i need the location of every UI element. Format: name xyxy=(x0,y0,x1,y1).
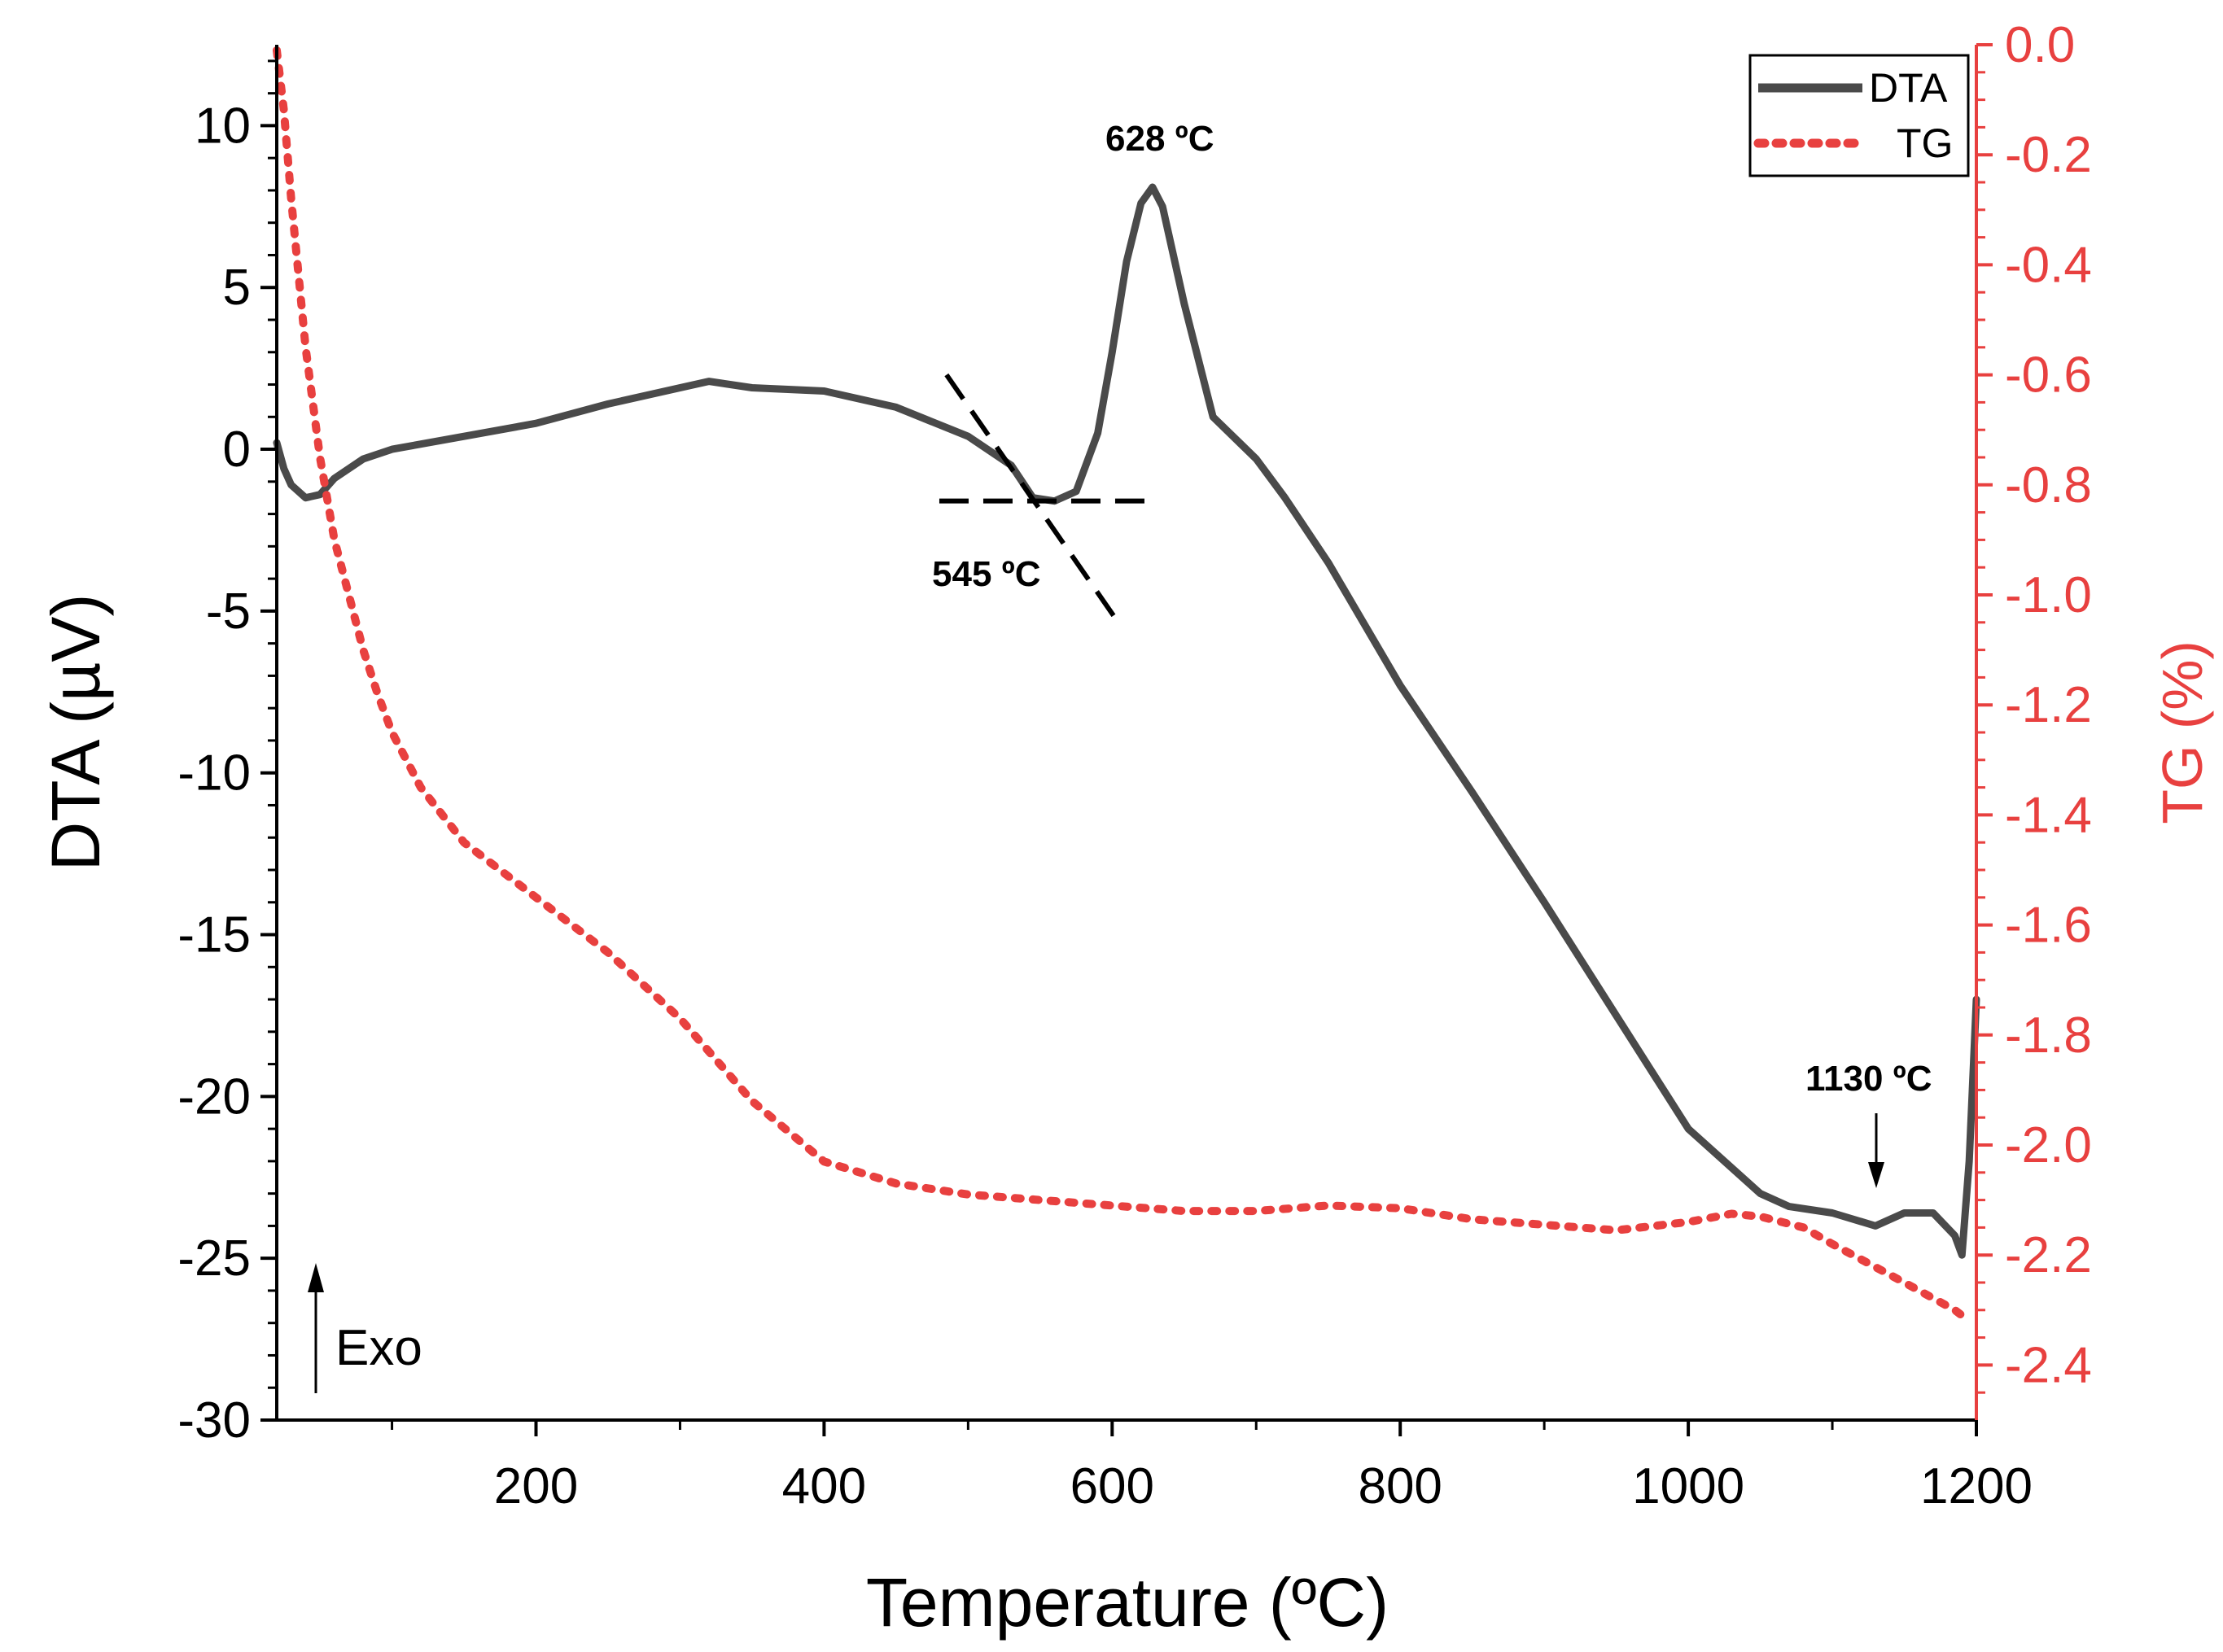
onset-tangent-lines xyxy=(939,373,1156,626)
left-tick-label: -5 xyxy=(206,583,251,640)
left-tick-label: -15 xyxy=(177,907,251,964)
left-tick-label: 10 xyxy=(195,98,251,154)
onset-annotation-label: 545 ºC xyxy=(932,554,1040,594)
x-tick-label: 600 xyxy=(1070,1458,1154,1514)
right-tick-label: 0.0 xyxy=(2005,17,2075,73)
legend-tg-label: TG xyxy=(1897,120,1953,166)
x-axis-ticks: 200 400 600 800 1000 1200 xyxy=(391,1420,2033,1514)
left-tick-label: -30 xyxy=(177,1392,251,1449)
x-axis-title: Temperature (ºC) xyxy=(866,1564,1389,1641)
tg-line xyxy=(273,46,1974,1326)
right-tick-label: -0.4 xyxy=(2005,237,2092,293)
left-axis-title: DTA (µV) xyxy=(37,594,114,872)
right-tick-label: -2.0 xyxy=(2005,1117,2092,1173)
x-tick-label: 1000 xyxy=(1632,1458,1744,1514)
right-tick-label: -2.4 xyxy=(2005,1337,2092,1393)
exo-arrow xyxy=(308,1263,324,1393)
legend: DTA TG xyxy=(1748,54,1970,177)
right-tick-label: -1.2 xyxy=(2005,677,2092,733)
right-axis-ticks: 0.0 -0.2 -0.4 -0.6 -0.8 -1.0 -1.2 -1.4 -1.6 -1.8 -… xyxy=(1976,17,2092,1394)
dta-line xyxy=(273,183,1980,1259)
slope-tangent xyxy=(944,373,1122,626)
x-tick-label: 200 xyxy=(494,1458,578,1514)
right-axis-title: TG (%) xyxy=(2151,640,2214,824)
left-tick-label: -25 xyxy=(177,1230,251,1287)
exo-label: Exo xyxy=(335,1320,422,1376)
right-tick-label: -0.6 xyxy=(2005,347,2092,404)
left-tick-label: -10 xyxy=(177,745,251,802)
right-tick-label: -2.2 xyxy=(2005,1227,2092,1283)
legend-dta-label: DTA xyxy=(1869,65,1948,111)
right-tick-label: -1.6 xyxy=(2005,898,2092,954)
x-tick-label: 1200 xyxy=(1920,1458,2033,1514)
right-tick-label: -1.0 xyxy=(2005,567,2092,623)
event-annotation-label: 1130 ºC xyxy=(1805,1059,1932,1099)
x-tick-label: 400 xyxy=(782,1458,866,1514)
right-tick-label: -0.8 xyxy=(2005,457,2092,514)
right-tick-label: -1.4 xyxy=(2005,787,2092,843)
right-tick-label: -1.8 xyxy=(2005,1007,2092,1064)
left-tick-label: 0 xyxy=(223,422,251,478)
right-tick-label: -0.2 xyxy=(2005,127,2092,183)
left-tick-label: -20 xyxy=(177,1069,251,1125)
dta-series-group xyxy=(273,183,1980,1259)
left-tick-label: 5 xyxy=(223,260,251,316)
x-tick-label: 800 xyxy=(1358,1458,1442,1514)
event-arrow xyxy=(1868,1113,1884,1188)
left-axis-ticks: 10 5 0 -5 -10 -15 -20 -25 -30 xyxy=(177,59,277,1449)
tg-series-group xyxy=(273,46,1974,1326)
peak-annotation-label: 628 ºC xyxy=(1105,119,1214,159)
